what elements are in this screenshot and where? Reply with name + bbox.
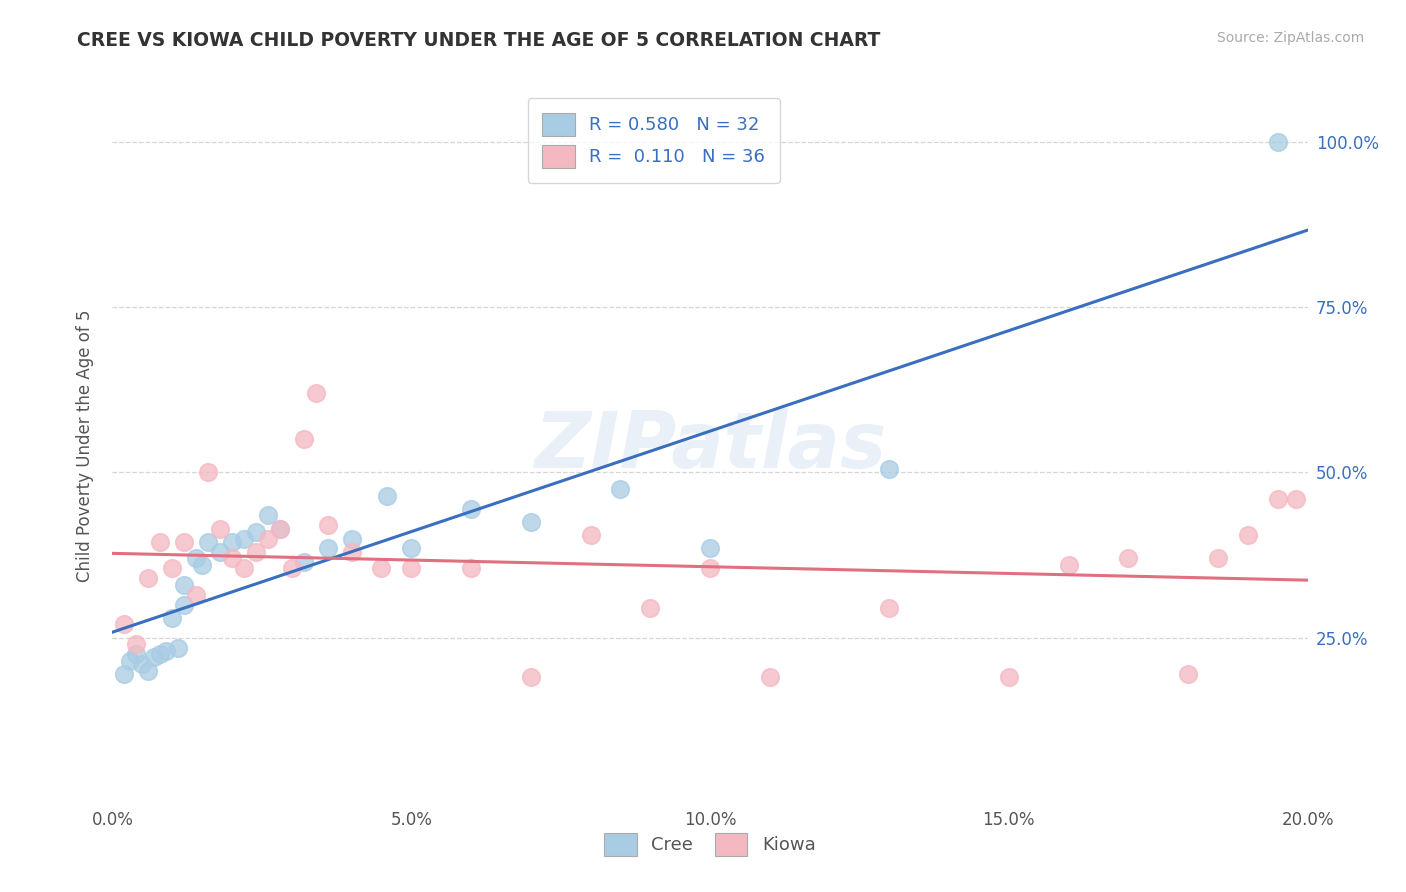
Point [699,541,721,556]
Point [340,545,363,559]
Point [460,561,482,575]
Point [401,561,423,575]
Point [162,561,183,575]
Point [460,501,482,516]
Point [114,617,135,632]
Point [316,518,339,533]
Legend: Cree, Kiowa: Cree, Kiowa [595,824,825,865]
Point [269,522,291,536]
Point [191,558,214,572]
Point [699,561,721,575]
Point [120,654,142,668]
Point [221,551,243,566]
Point [292,555,315,569]
Point [281,561,304,575]
Text: Source: ZipAtlas.com: Source: ZipAtlas.com [1216,31,1364,45]
Point [173,578,195,592]
Point [197,534,219,549]
Point [269,522,291,536]
Text: CREE VS KIOWA CHILD POVERTY UNDER THE AGE OF 5 CORRELATION CHART: CREE VS KIOWA CHILD POVERTY UNDER THE AG… [77,31,880,50]
Point [1237,528,1260,542]
Point [609,482,631,496]
Point [245,524,267,539]
Point [257,508,280,523]
Y-axis label: Child Poverty Under the Age of 5: Child Poverty Under the Age of 5 [76,310,94,582]
Point [233,561,256,575]
Point [879,600,901,615]
Point [292,433,315,447]
Point [138,571,160,585]
Point [186,551,208,566]
Point [520,670,543,684]
Point [114,667,135,681]
Point [155,644,177,658]
Point [125,647,148,661]
Point [998,670,1021,684]
Point [1206,551,1229,566]
Point [209,522,232,536]
Point [131,657,153,671]
Point [162,611,183,625]
Point [173,534,195,549]
Point [221,534,243,549]
Point [879,462,901,476]
Point [340,532,363,546]
Point [143,650,166,665]
Point [257,532,280,546]
Point [245,545,267,559]
Point [377,489,399,503]
Point [125,637,148,651]
Point [149,534,172,549]
Point [173,598,195,612]
Point [1267,135,1289,149]
Point [209,545,232,559]
Point [759,670,782,684]
Text: ZIPatlas: ZIPatlas [534,408,886,484]
Point [1267,491,1289,506]
Point [305,386,328,401]
Point [1057,558,1080,572]
Point [1177,667,1199,681]
Point [167,640,190,655]
Point [233,532,256,546]
Point [520,515,543,529]
Point [1285,491,1308,506]
Point [401,541,423,556]
Point [316,541,339,556]
Point [370,561,392,575]
Point [579,528,602,542]
Point [186,588,208,602]
Point [149,647,172,661]
Point [640,600,662,615]
Point [1118,551,1140,566]
Point [197,466,219,480]
Point [138,664,160,678]
